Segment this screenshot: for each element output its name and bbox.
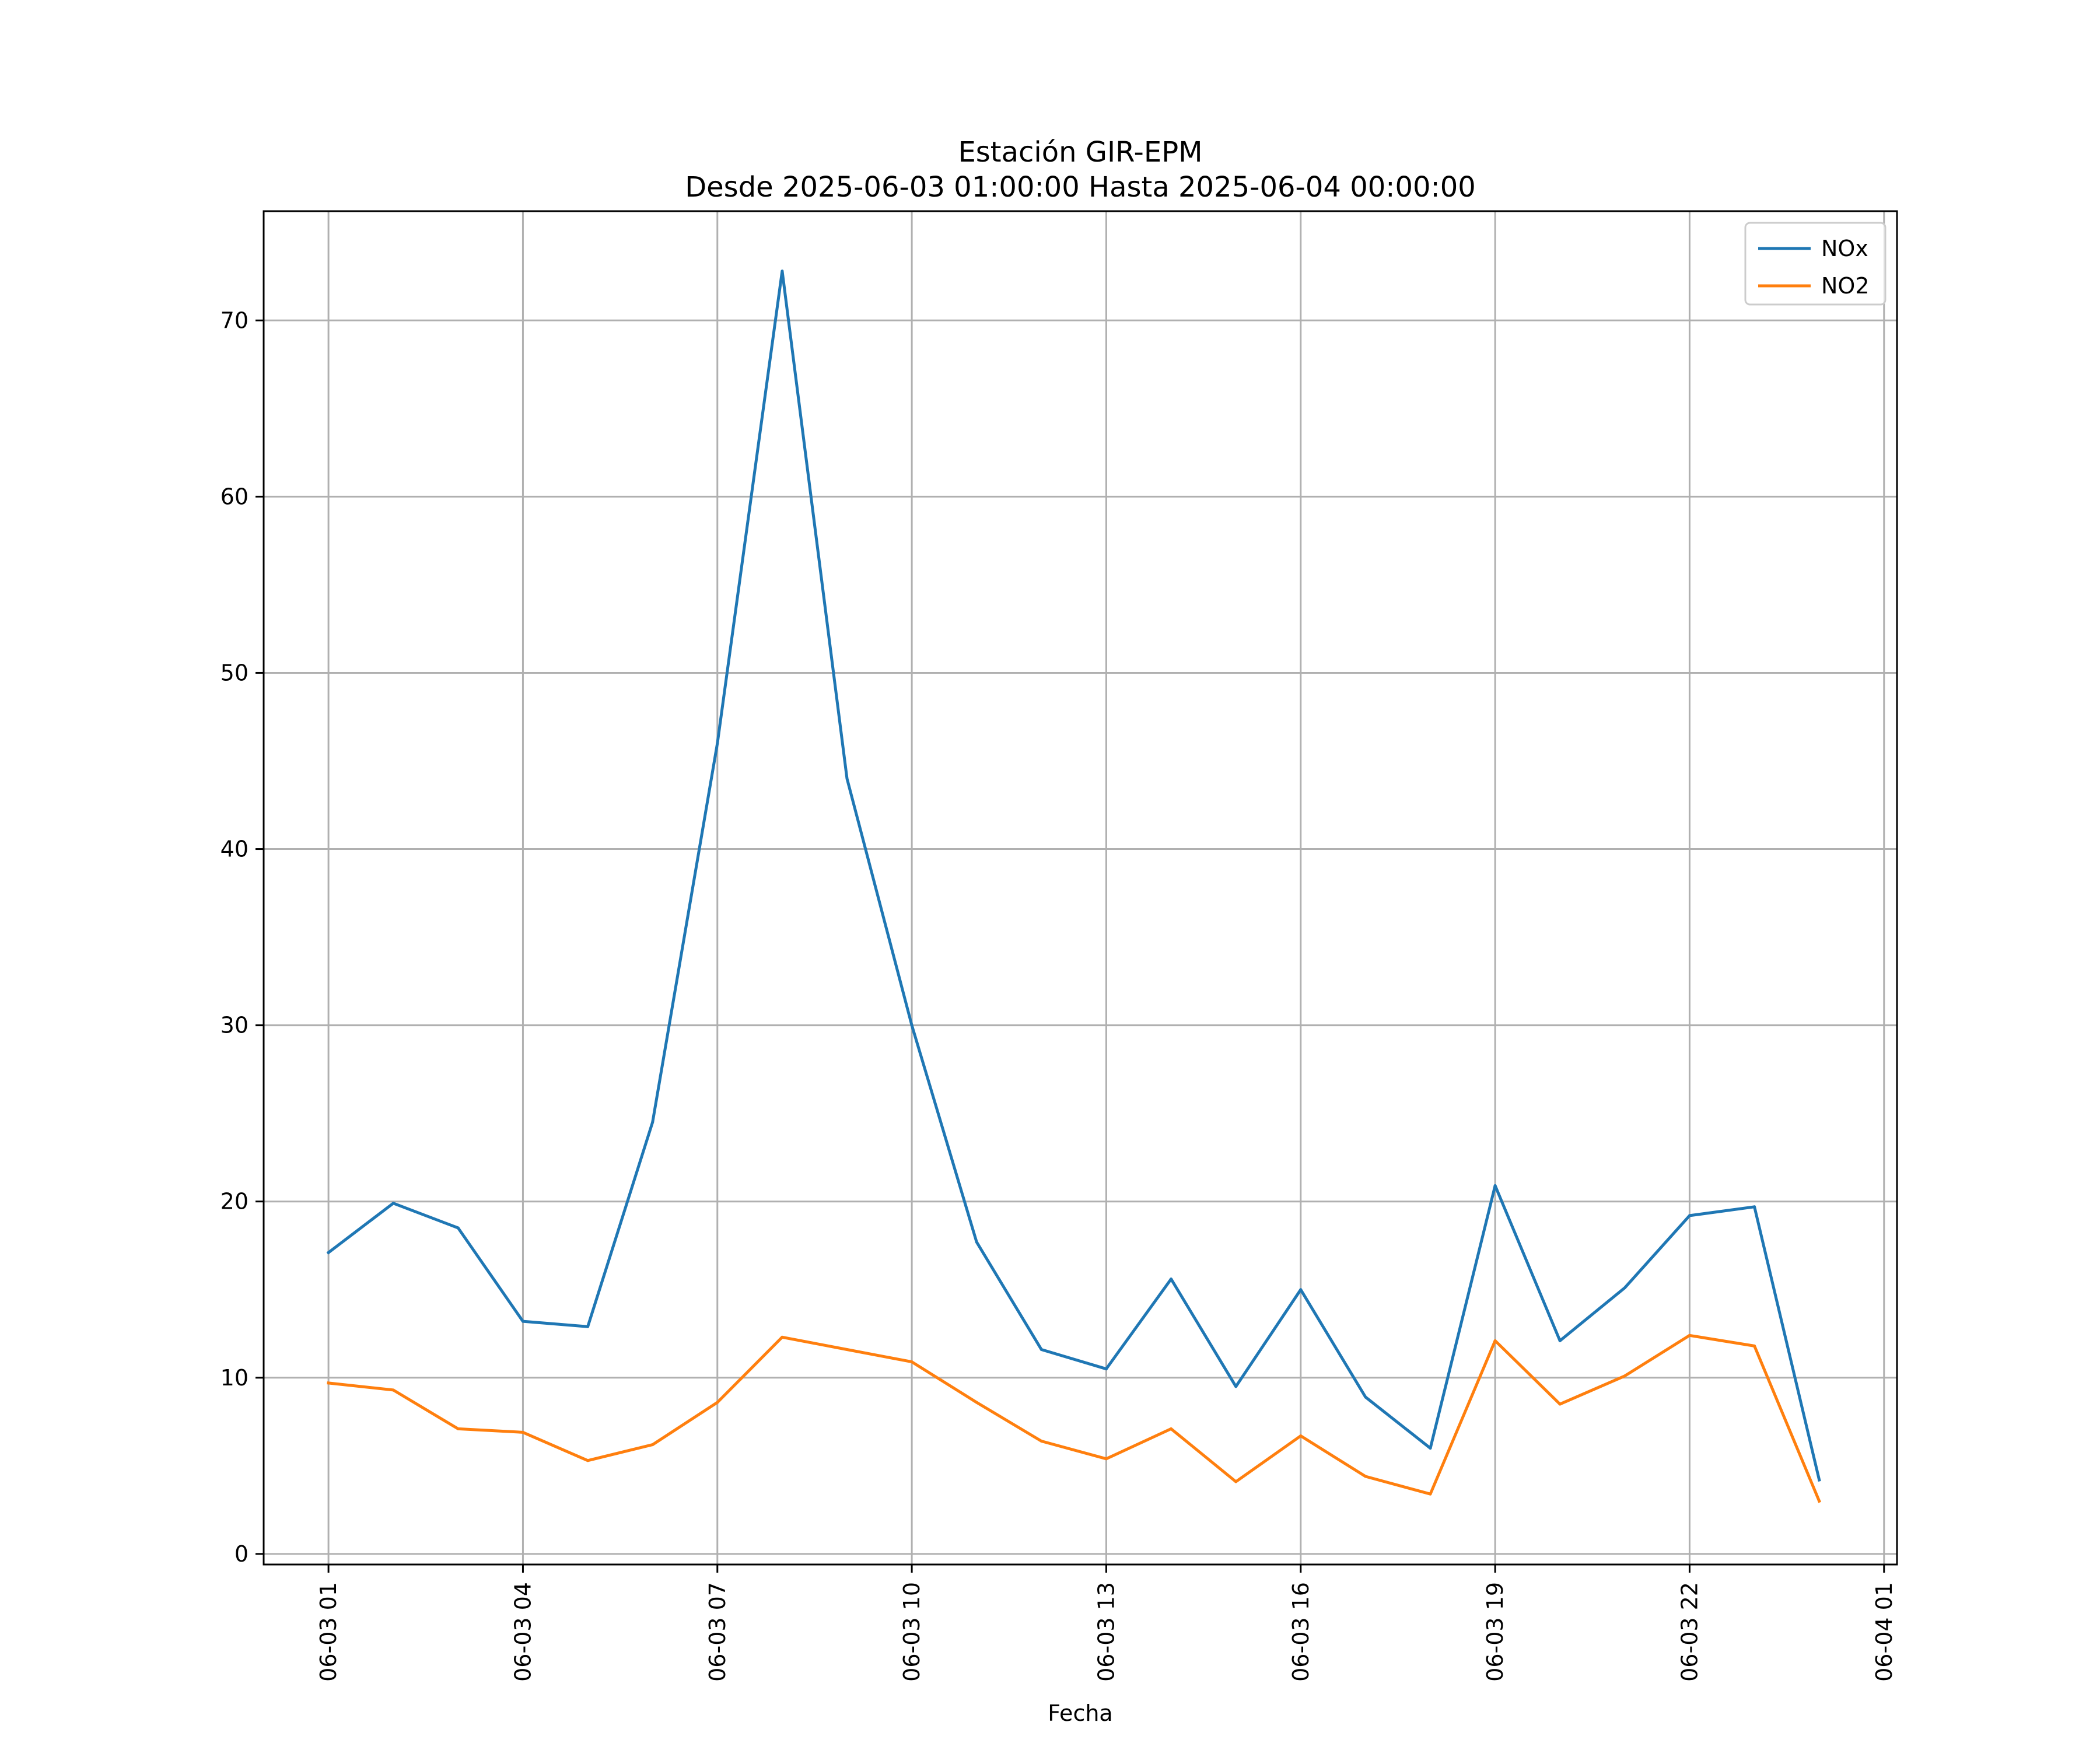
legend-box [1744,222,1887,306]
data-point-no2 [456,1427,460,1430]
data-point-nox [1818,1478,1821,1482]
data-point-nox [327,1251,330,1254]
data-point-nox [716,741,719,745]
series-line-no2 [327,1334,1821,1503]
data-point-nox [1688,1214,1691,1217]
data-point-no2 [780,1335,784,1339]
legend-label-no2: NO2 [1821,273,1870,299]
x-axis-label: Fecha [1048,1700,1112,1726]
x-tick-label: 06-03 16 [1288,1582,1314,1682]
data-point-no2 [1170,1427,1173,1430]
x-tick-label: 06-03 13 [1093,1582,1119,1682]
data-point-no2 [391,1388,395,1392]
data-point-no2 [975,1401,978,1404]
y-tick-label: 10 [220,1365,249,1391]
data-point-no2 [327,1381,330,1385]
data-point-no2 [651,1443,654,1447]
data-point-nox [910,1024,914,1027]
data-point-no2 [1818,1499,1821,1503]
data-point-no2 [1364,1475,1367,1478]
data-point-nox [1104,1367,1108,1371]
data-point-no2 [910,1360,914,1364]
y-tick-label: 0 [235,1541,249,1567]
data-point-nox [1558,1339,1562,1342]
x-tick-label: 06-03 10 [899,1582,925,1682]
data-point-nox [586,1325,590,1328]
data-point-no2 [586,1459,590,1462]
x-tick-label: 06-03 07 [705,1582,730,1682]
data-point-no2 [1299,1434,1303,1437]
data-point-no2 [1493,1339,1497,1342]
data-point-no2 [1753,1344,1756,1348]
data-point-no2 [845,1348,849,1351]
series-line-nox [326,270,1821,1482]
data-point-nox [845,777,849,780]
data-point-no2 [1429,1492,1432,1496]
data-point-nox [1753,1205,1756,1209]
data-point-nox [1623,1286,1626,1290]
data-point-nox [975,1240,978,1244]
data-point-nox [1429,1447,1432,1450]
x-tick-label: 06-04 01 [1871,1582,1897,1682]
x-tick-label: 06-03 19 [1482,1582,1508,1682]
x-tick-label: 06-03 04 [510,1582,536,1682]
x-tick-label: 06-03 22 [1676,1582,1702,1682]
data-point-nox [1493,1184,1497,1188]
series-layer [326,270,1821,1503]
data-point-no2 [1234,1480,1238,1483]
data-point-nox [456,1226,460,1230]
data-point-no2 [521,1430,524,1434]
data-point-nox [521,1320,524,1323]
y-tick-label: 50 [220,660,249,685]
data-point-no2 [1623,1374,1626,1378]
x-tick-label: 06-03 01 [316,1582,341,1682]
y-tick-label: 40 [220,836,249,862]
data-point-nox [651,1121,654,1124]
data-point-no2 [1558,1402,1562,1406]
legend: NOx NO2 [1744,222,1887,306]
data-point-nox [1040,1348,1043,1351]
chart-title: Estación GIR-EPM [958,136,1202,169]
data-point-nox [780,270,784,273]
data-point-no2 [1040,1440,1043,1443]
ticks: 06-03 01 06-03 04 06-03 07 06-03 10 06-03 13… [220,307,1897,1682]
data-point-nox [1170,1278,1173,1281]
plot-frame [262,210,1898,1566]
legend-label-nox: NOx [1821,236,1868,261]
y-tick-label: 70 [220,307,249,333]
y-tick-label: 20 [220,1189,249,1214]
chart-subtitle: Desde 2025-06-03 01:00:00 Hasta 2025-06-… [685,171,1476,204]
data-point-no2 [1104,1457,1108,1461]
data-point-no2 [1688,1334,1691,1337]
data-point-nox [1364,1395,1367,1399]
data-point-no2 [716,1401,719,1404]
y-tick-label: 30 [220,1013,249,1038]
y-tick-label: 60 [220,484,249,509]
data-point-nox [1234,1385,1238,1388]
data-point-nox [391,1202,395,1205]
grid [264,211,1897,1564]
data-point-nox [1299,1288,1303,1292]
